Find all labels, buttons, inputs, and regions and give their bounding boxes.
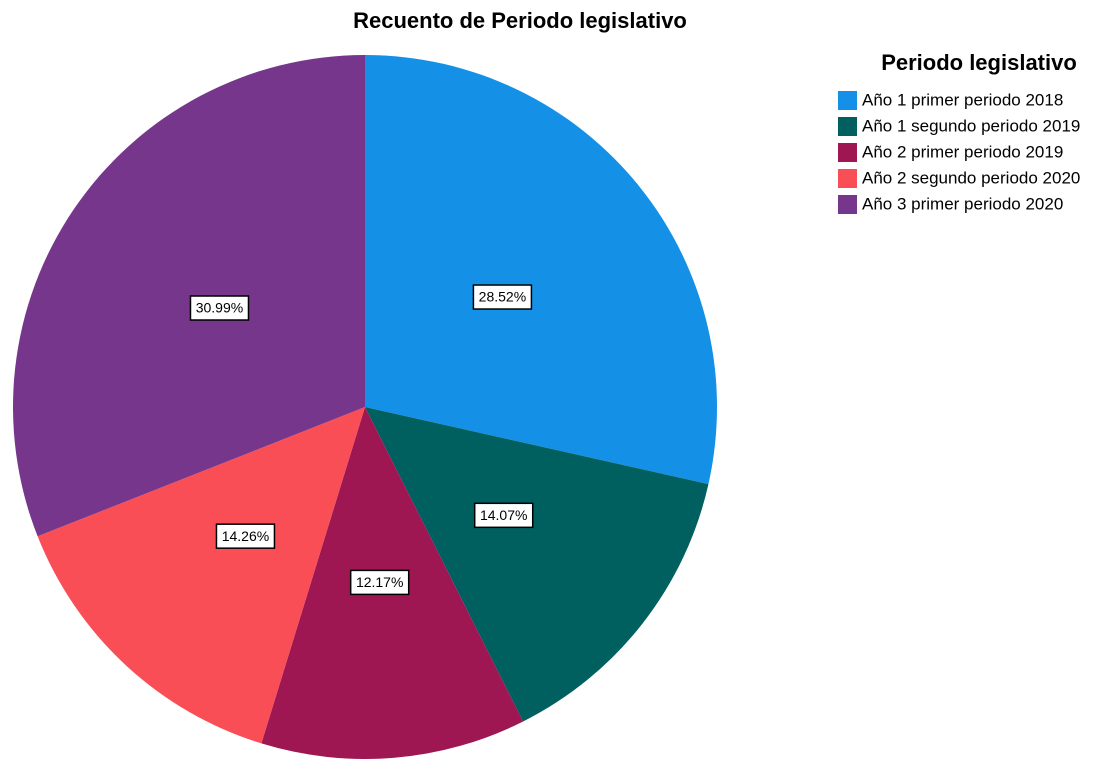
data-label: 28.52%	[479, 289, 526, 305]
legend-swatch	[838, 91, 857, 110]
legend-swatch	[838, 169, 857, 188]
chart-title: Recuento de Periodo legislativo	[353, 8, 687, 33]
pie-slice	[365, 407, 709, 722]
pie-slice	[365, 55, 717, 485]
data-label-box	[189, 295, 250, 321]
pie-slice	[13, 55, 366, 537]
data-label-box	[473, 502, 534, 529]
legend-label: Año 3 primer periodo 2020	[862, 194, 1063, 213]
legend-label: Año 2 segundo periodo 2020	[862, 168, 1080, 187]
legend-label: Año 1 segundo periodo 2019	[862, 116, 1080, 135]
data-label: 14.07%	[480, 507, 527, 523]
data-label-box	[472, 284, 533, 310]
data-label: 14.26%	[222, 528, 269, 544]
legend-label: Año 2 primer periodo 2019	[862, 142, 1063, 161]
data-label-box	[349, 569, 410, 596]
data-label: 30.99%	[196, 300, 243, 316]
legend-label: Año 1 primer periodo 2018	[862, 90, 1063, 109]
legend-swatch	[838, 117, 857, 136]
legend-swatch	[838, 195, 857, 214]
data-label-box	[215, 523, 276, 549]
legend-swatch	[838, 143, 857, 162]
legend-title: Periodo legislativo	[881, 50, 1077, 75]
pie-slice	[37, 407, 365, 744]
data-label: 12.17%	[356, 574, 403, 590]
